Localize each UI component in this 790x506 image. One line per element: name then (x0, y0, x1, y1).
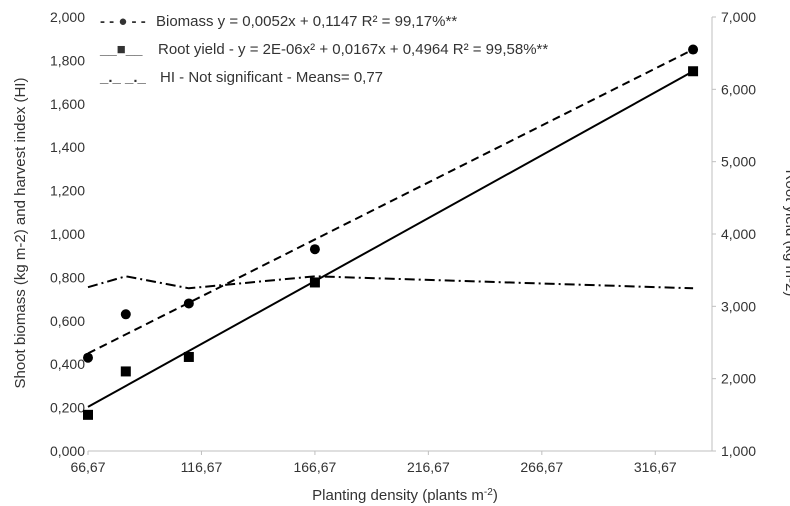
legend: - - ● - - Biomass y = 0,0052x + 0,1147 R²… (99, 13, 548, 86)
legend-symbol: __■__ (99, 41, 143, 58)
biomass-line (87, 48, 694, 355)
root-yield-point (688, 66, 699, 77)
biomass-point (309, 244, 320, 255)
y-right-tick-label: 7,000 (721, 9, 756, 25)
biomass-point (688, 44, 699, 55)
legend-label: Biomass y = 0,0052x + 0,1147 R² = 99,17%… (156, 13, 457, 30)
y-left-tick-label: 1,600 (50, 96, 85, 112)
y-right-tick-label: 6,000 (721, 81, 756, 97)
y-left-tick-label: 0,400 (50, 356, 85, 372)
y-right-ticks: 1,000 2,000 3,000 4,000 5,000 6,000 7,000 (712, 9, 756, 459)
y-right-tick-label: 5,000 (721, 154, 756, 170)
legend-label: HI - Not significant - Means= 0,77 (160, 69, 383, 86)
series-lines (87, 48, 694, 408)
x-tick-label: 216,67 (407, 459, 450, 475)
y-left-tick-label: 1,800 (50, 52, 85, 68)
legend-label: Root yield - y = 2E-06x² + 0,0167x + 0,4… (158, 41, 548, 58)
x-tick-label: 166,67 (293, 459, 336, 475)
y-left-tick-label: 1,400 (50, 139, 85, 155)
x-ticks: 66,67 116,67 166,67 216,67 266,67 316,67 (70, 451, 677, 475)
y-left-axis-title: Shoot biomass (kg m-2) and harvest index… (12, 78, 29, 389)
y-right-axis-title: Root yield (kg m-2) (782, 170, 790, 297)
y-right-tick-label: 3,000 (721, 298, 756, 314)
x-tick-label: 66,67 (70, 459, 105, 475)
y-left-tick-label: 0,800 (50, 269, 85, 285)
biomass-point (83, 352, 93, 363)
y-left-tick-label: 0,200 (50, 400, 85, 416)
root-yield-point (120, 366, 131, 377)
series-markers (83, 44, 699, 420)
x-tick-label: 116,67 (181, 459, 223, 475)
x-axis-title: Planting density (plants m-2) (312, 487, 498, 504)
root-yield-point (309, 277, 320, 288)
legend-symbol: - - ● - - (100, 13, 146, 30)
y-left-tick-label: 2,000 (50, 9, 85, 25)
y-right-tick-label: 1,000 (721, 443, 756, 459)
y-right-tick-label: 4,000 (721, 226, 756, 242)
x-tick-label: 316,67 (634, 459, 677, 475)
biomass-point (120, 309, 131, 320)
y-left-tick-label: 0,000 (50, 443, 85, 459)
root-yield-point (83, 409, 93, 420)
y-left-tick-label: 1,000 (50, 226, 85, 242)
hi-line (87, 275, 694, 290)
y-left-tick-label: 0,600 (50, 313, 85, 329)
root-yield-point (183, 351, 194, 362)
biomass-point (183, 298, 194, 309)
y-right-tick-label: 2,000 (721, 371, 756, 387)
legend-symbol: _._ _._ (99, 69, 147, 86)
y-left-ticks: 0,000 0,200 0,400 0,600 0,800 1,000 1,200 1,400… (50, 9, 85, 459)
y-left-tick-label: 1,200 (50, 183, 85, 199)
x-tick-label: 266,67 (520, 459, 563, 475)
root-yield-line (87, 70, 694, 408)
